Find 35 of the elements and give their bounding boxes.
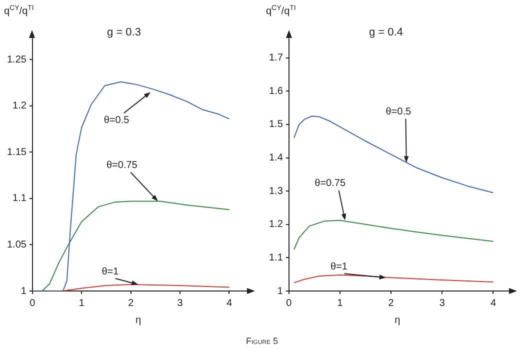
annotation: θ=1 bbox=[330, 261, 348, 272]
y-tick-label: 1.2 bbox=[12, 100, 27, 112]
y-tick-label: 1.7 bbox=[268, 52, 284, 64]
x-axis-title: η bbox=[394, 314, 400, 326]
y-tick-label: 1.2 bbox=[268, 219, 284, 230]
chart-title: g = 0.4 bbox=[369, 26, 403, 39]
x-tick-label: 0 bbox=[286, 298, 292, 309]
y-tick-label: 1.5 bbox=[268, 119, 284, 130]
y-tick-label: 1.05 bbox=[6, 239, 27, 250]
x-tick-label: 4 bbox=[226, 298, 232, 309]
y-tick-label: 1.1 bbox=[268, 252, 284, 264]
annotation: θ=0.5 bbox=[104, 114, 130, 126]
y-tick-label: 1.4 bbox=[268, 152, 284, 164]
x-tick-label: 3 bbox=[177, 298, 184, 309]
caption: Figure 5 bbox=[244, 336, 279, 346]
x-tick-label: 2 bbox=[128, 298, 134, 309]
x-tick-label: 0 bbox=[30, 298, 36, 309]
x-tick-label: 3 bbox=[439, 298, 446, 309]
x-tick-label: 2 bbox=[388, 298, 394, 309]
y-tick-label: 1 bbox=[277, 286, 284, 297]
y-tick-label: 1.25 bbox=[6, 54, 27, 66]
annotation: θ=0.5 bbox=[386, 106, 412, 118]
x-tick-label: 1 bbox=[337, 298, 344, 309]
x-axis-title: η bbox=[135, 314, 142, 326]
y-tick-label: 1.15 bbox=[6, 146, 27, 158]
annotation: θ=1 bbox=[102, 266, 120, 278]
y-tick-label: 1.3 bbox=[268, 186, 284, 197]
x-tick-label: 1 bbox=[78, 298, 85, 309]
chart-title: g = 0.3 bbox=[107, 26, 141, 39]
y-tick-label: 1.1 bbox=[12, 193, 27, 204]
y-tick-label: 1 bbox=[20, 286, 27, 297]
annotation: θ=0.75 bbox=[314, 178, 346, 190]
x-tick-label: 4 bbox=[490, 298, 496, 309]
annotation: θ=0.75 bbox=[106, 160, 138, 172]
y-tick-label: 1.6 bbox=[268, 86, 284, 97]
